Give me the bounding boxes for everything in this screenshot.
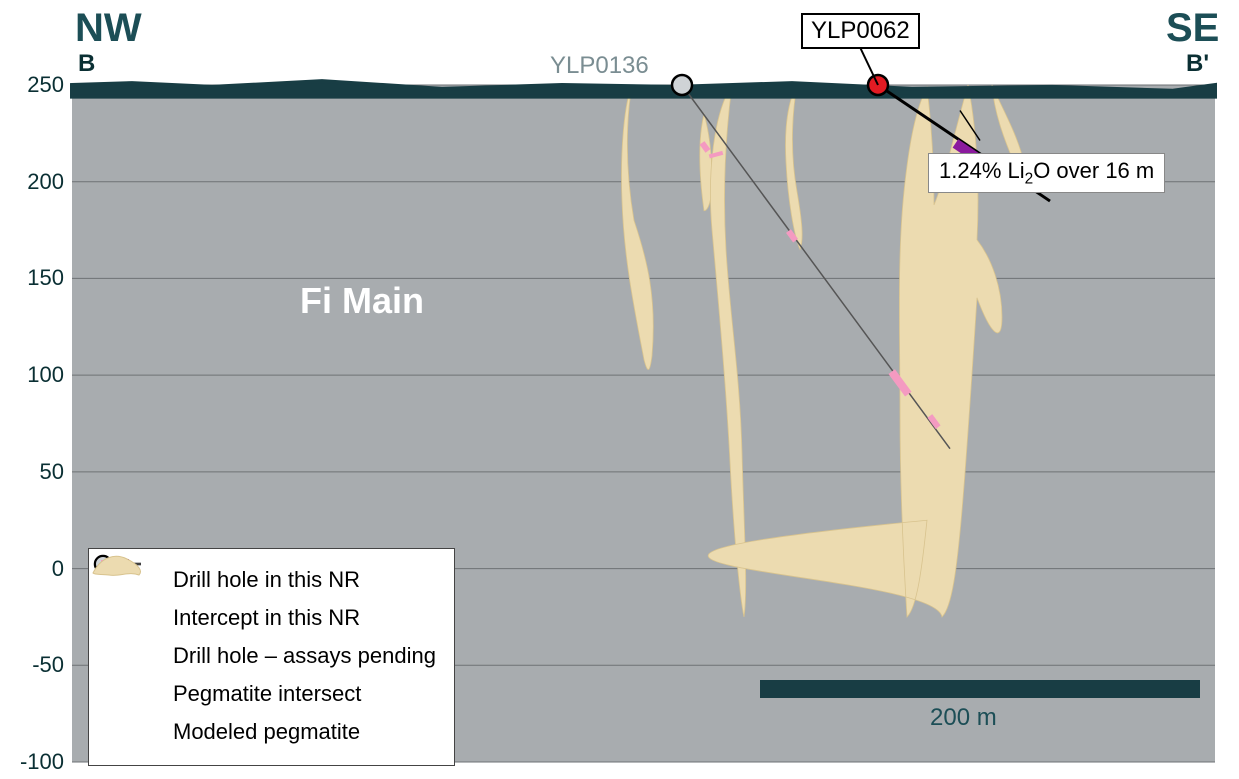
ytick-label: 100	[0, 362, 64, 388]
zone-name: Fi Main	[300, 280, 424, 322]
ytick-label: -50	[0, 652, 64, 678]
scale-bar-label: 200 m	[930, 704, 997, 732]
drillhole-label-pending: YLP0136	[550, 52, 649, 80]
section-end-bprime: B'	[1186, 50, 1209, 78]
legend-label: Modeled pegmatite	[173, 719, 360, 745]
scale-bar	[760, 680, 1200, 698]
direction-nw: NW	[75, 6, 142, 51]
legend-item: Drill hole in this NR	[103, 561, 436, 599]
ytick-label: 200	[0, 169, 64, 195]
ytick-label: 150	[0, 265, 64, 291]
legend-item: Drill hole – assays pending	[103, 637, 436, 675]
drill-collar	[672, 75, 692, 95]
ytick-label: 0	[0, 556, 64, 582]
drillhole-label-nr: YLP0062	[801, 13, 920, 49]
ytick-label: -100	[0, 749, 64, 775]
legend-item: Modeled pegmatite	[103, 713, 436, 751]
ytick-label: 250	[0, 72, 64, 98]
legend-label: Intercept in this NR	[173, 605, 360, 631]
surface-line	[72, 81, 1215, 96]
legend-item: Intercept in this NR	[103, 599, 436, 637]
direction-se: SE	[1166, 6, 1219, 51]
section-end-b: B	[78, 50, 95, 78]
legend: Drill hole in this NR Intercept in this N…	[88, 548, 455, 766]
ytick-label: 50	[0, 459, 64, 485]
legend-label: Pegmatite intersect	[173, 681, 361, 707]
assay-annotation: 1.24% Li2O over 16 m	[928, 153, 1165, 193]
legend-label: Drill hole in this NR	[173, 567, 360, 593]
label-leader	[858, 43, 878, 85]
legend-label: Drill hole – assays pending	[173, 643, 436, 669]
legend-item: Pegmatite intersect	[103, 675, 436, 713]
